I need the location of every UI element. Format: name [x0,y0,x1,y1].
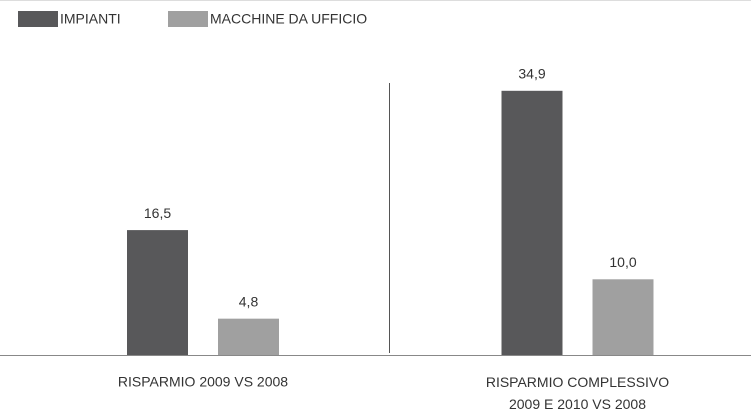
x-tick-label: RISPARMIO 2009 VS 2008 [118,374,288,390]
legend-swatch [18,11,58,27]
x-tick-label: RISPARMIO COMPLESSIVO 2009 E 2010 VS 2008 [486,374,669,412]
bar [218,318,279,355]
value-label: 16,5 [144,205,171,221]
legend-swatch [168,11,208,27]
bar [501,90,563,355]
value-label: 34,9 [518,66,545,82]
bar [127,230,188,355]
legend-label: IMPIANTI [60,11,121,27]
bar [592,279,654,355]
value-label: 4,8 [239,293,259,309]
value-label: 10,0 [609,254,636,270]
legend-label: MACCHINE DA UFFICIO [210,11,367,27]
